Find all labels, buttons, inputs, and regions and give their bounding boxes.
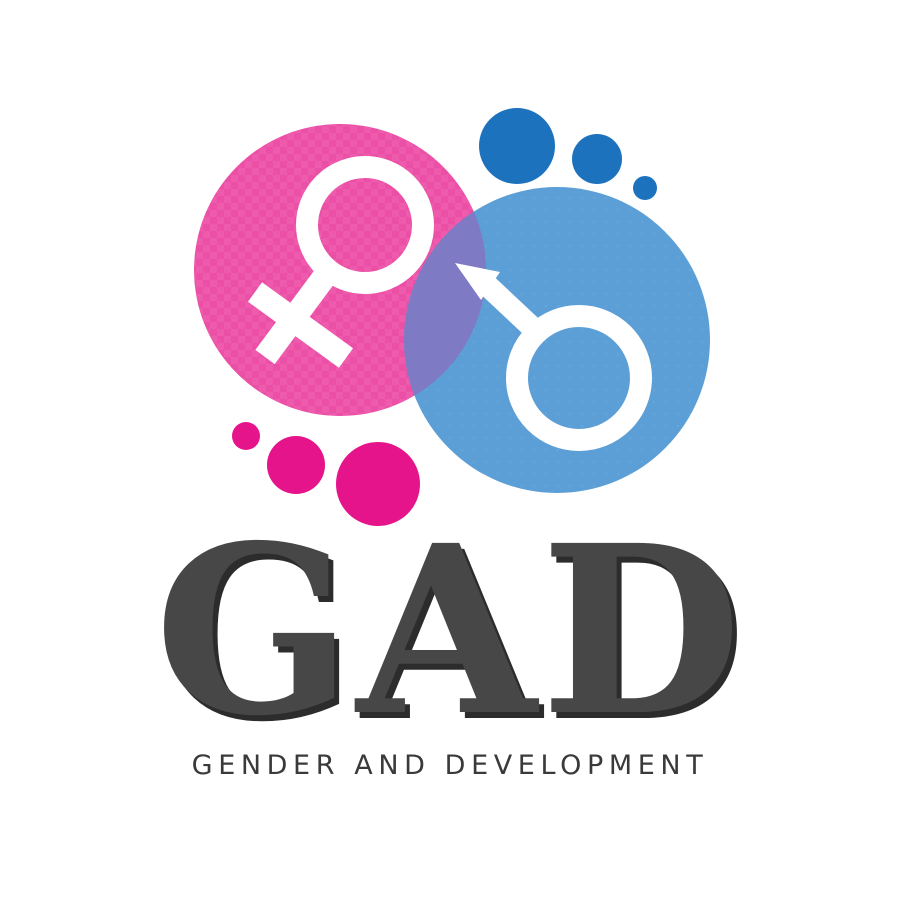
- acronym-wordmark: GAD GAD: [154, 528, 750, 748]
- pink-dot-medium: [267, 436, 325, 494]
- male-symbol-icon: [455, 263, 652, 451]
- blue-dot-large: [479, 108, 555, 184]
- blue-dot-medium: [572, 134, 622, 184]
- tagline: GENDER AND DEVELOPMENT: [191, 750, 709, 781]
- female-symbol-icon: [247, 156, 434, 368]
- acronym-shadow: GAD: [159, 528, 750, 748]
- pink-dot-small: [232, 422, 260, 450]
- blue-dot-small: [633, 176, 657, 200]
- acronym-text: GAD: [154, 528, 745, 748]
- pink-dot-large: [336, 442, 420, 526]
- circle-overlap: [404, 187, 486, 416]
